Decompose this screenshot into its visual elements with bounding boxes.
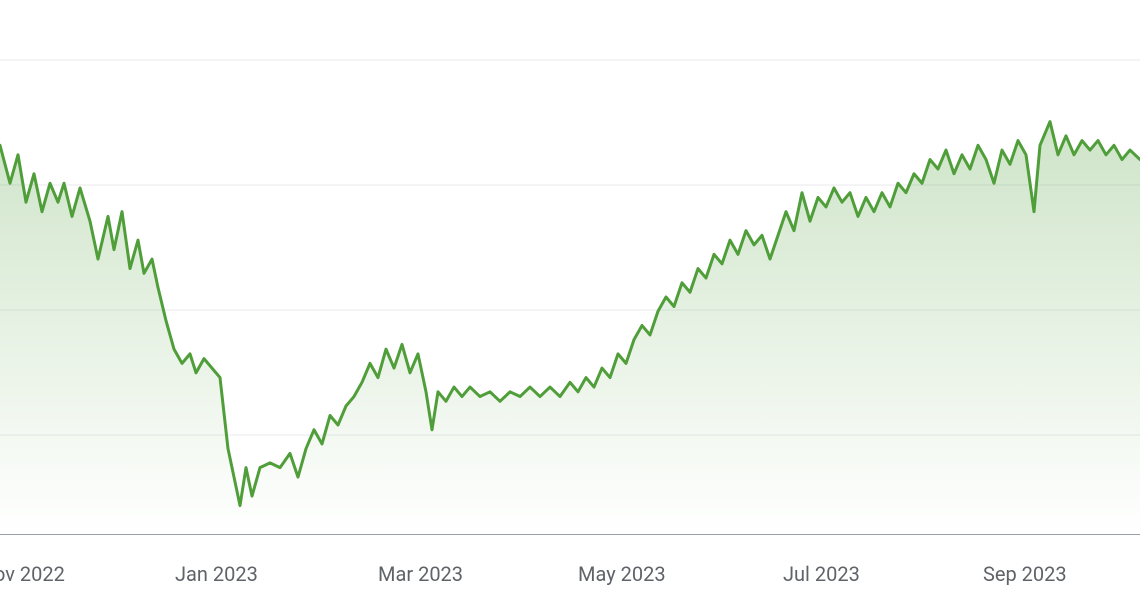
x-axis-label: Mar 2023 — [378, 562, 463, 586]
x-axis-label: Jan 2023 — [175, 562, 258, 586]
chart-svg — [0, 0, 1140, 596]
x-axis-label: May 2023 — [578, 562, 666, 586]
series-area — [0, 122, 1140, 534]
x-axis-label: Sep 2023 — [983, 562, 1067, 586]
x-axis-label: ov 2022 — [0, 562, 65, 586]
price-chart: ov 2022 Jan 2023 Mar 2023 May 2023 Jul 2023 S… — [0, 0, 1140, 596]
x-axis-label: Jul 2023 — [783, 562, 860, 586]
